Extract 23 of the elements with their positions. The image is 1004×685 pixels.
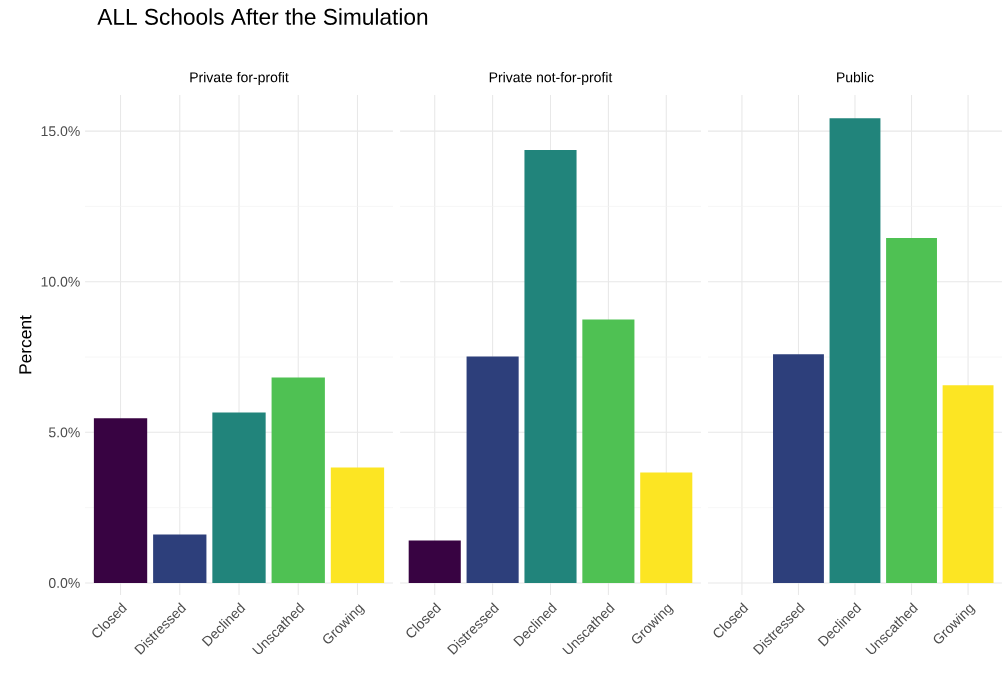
bar — [524, 150, 577, 583]
bar — [773, 354, 824, 583]
y-tick-label: 0.0% — [48, 577, 80, 588]
bar — [212, 412, 266, 583]
bar — [330, 467, 385, 583]
chart-subtitle: Public — [837, 71, 874, 83]
bar — [829, 118, 881, 583]
y-axis-title: Percent — [19, 315, 32, 374]
y-tick-label: 15.0% — [41, 126, 80, 137]
chart-title: ALL Schools After the Simulation — [97, 8, 428, 25]
y-tick-label: 5.0% — [48, 427, 80, 438]
bar — [582, 319, 635, 583]
bar — [271, 377, 325, 583]
bar — [466, 356, 519, 583]
chart-subtitle: Private for-profit — [190, 71, 289, 86]
chart-subtitle: Private not-for-profit — [489, 71, 613, 86]
bar — [886, 238, 937, 583]
bar — [93, 418, 148, 583]
bar — [942, 385, 994, 583]
bar — [153, 534, 207, 583]
bar — [408, 540, 461, 583]
bar — [640, 472, 693, 583]
y-tick-label: 10.0% — [41, 276, 80, 287]
